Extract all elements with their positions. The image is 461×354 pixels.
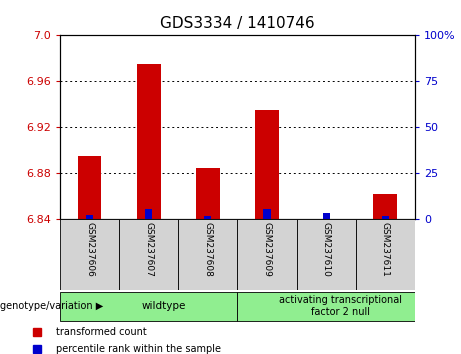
- Bar: [119, 219, 178, 290]
- Bar: [77, 156, 101, 219]
- Bar: [86, 215, 93, 219]
- Title: GDS3334 / 1410746: GDS3334 / 1410746: [160, 16, 315, 32]
- Bar: [263, 209, 271, 219]
- Text: GSM237610: GSM237610: [322, 222, 331, 276]
- Text: GSM237609: GSM237609: [262, 222, 272, 276]
- Text: transformed count: transformed count: [56, 327, 147, 337]
- Bar: [382, 216, 389, 219]
- Bar: [60, 219, 119, 290]
- Bar: [323, 213, 330, 219]
- Bar: [356, 219, 415, 290]
- Text: activating transcriptional
factor 2 null: activating transcriptional factor 2 null: [279, 295, 402, 317]
- Bar: [373, 194, 397, 219]
- Text: GSM237607: GSM237607: [144, 222, 153, 276]
- Bar: [255, 110, 279, 219]
- Text: percentile rank within the sample: percentile rank within the sample: [56, 344, 221, 354]
- Bar: [237, 292, 415, 321]
- Text: genotype/variation ▶: genotype/variation ▶: [0, 301, 103, 311]
- Bar: [237, 219, 296, 290]
- Bar: [196, 168, 219, 219]
- Bar: [137, 64, 160, 219]
- Text: wildtype: wildtype: [141, 301, 186, 311]
- Text: GSM237608: GSM237608: [203, 222, 213, 276]
- Bar: [204, 216, 212, 219]
- Bar: [60, 292, 237, 321]
- Bar: [145, 209, 152, 219]
- Text: GSM237611: GSM237611: [381, 222, 390, 276]
- Bar: [178, 219, 237, 290]
- Bar: [296, 219, 356, 290]
- Text: GSM237606: GSM237606: [85, 222, 94, 276]
